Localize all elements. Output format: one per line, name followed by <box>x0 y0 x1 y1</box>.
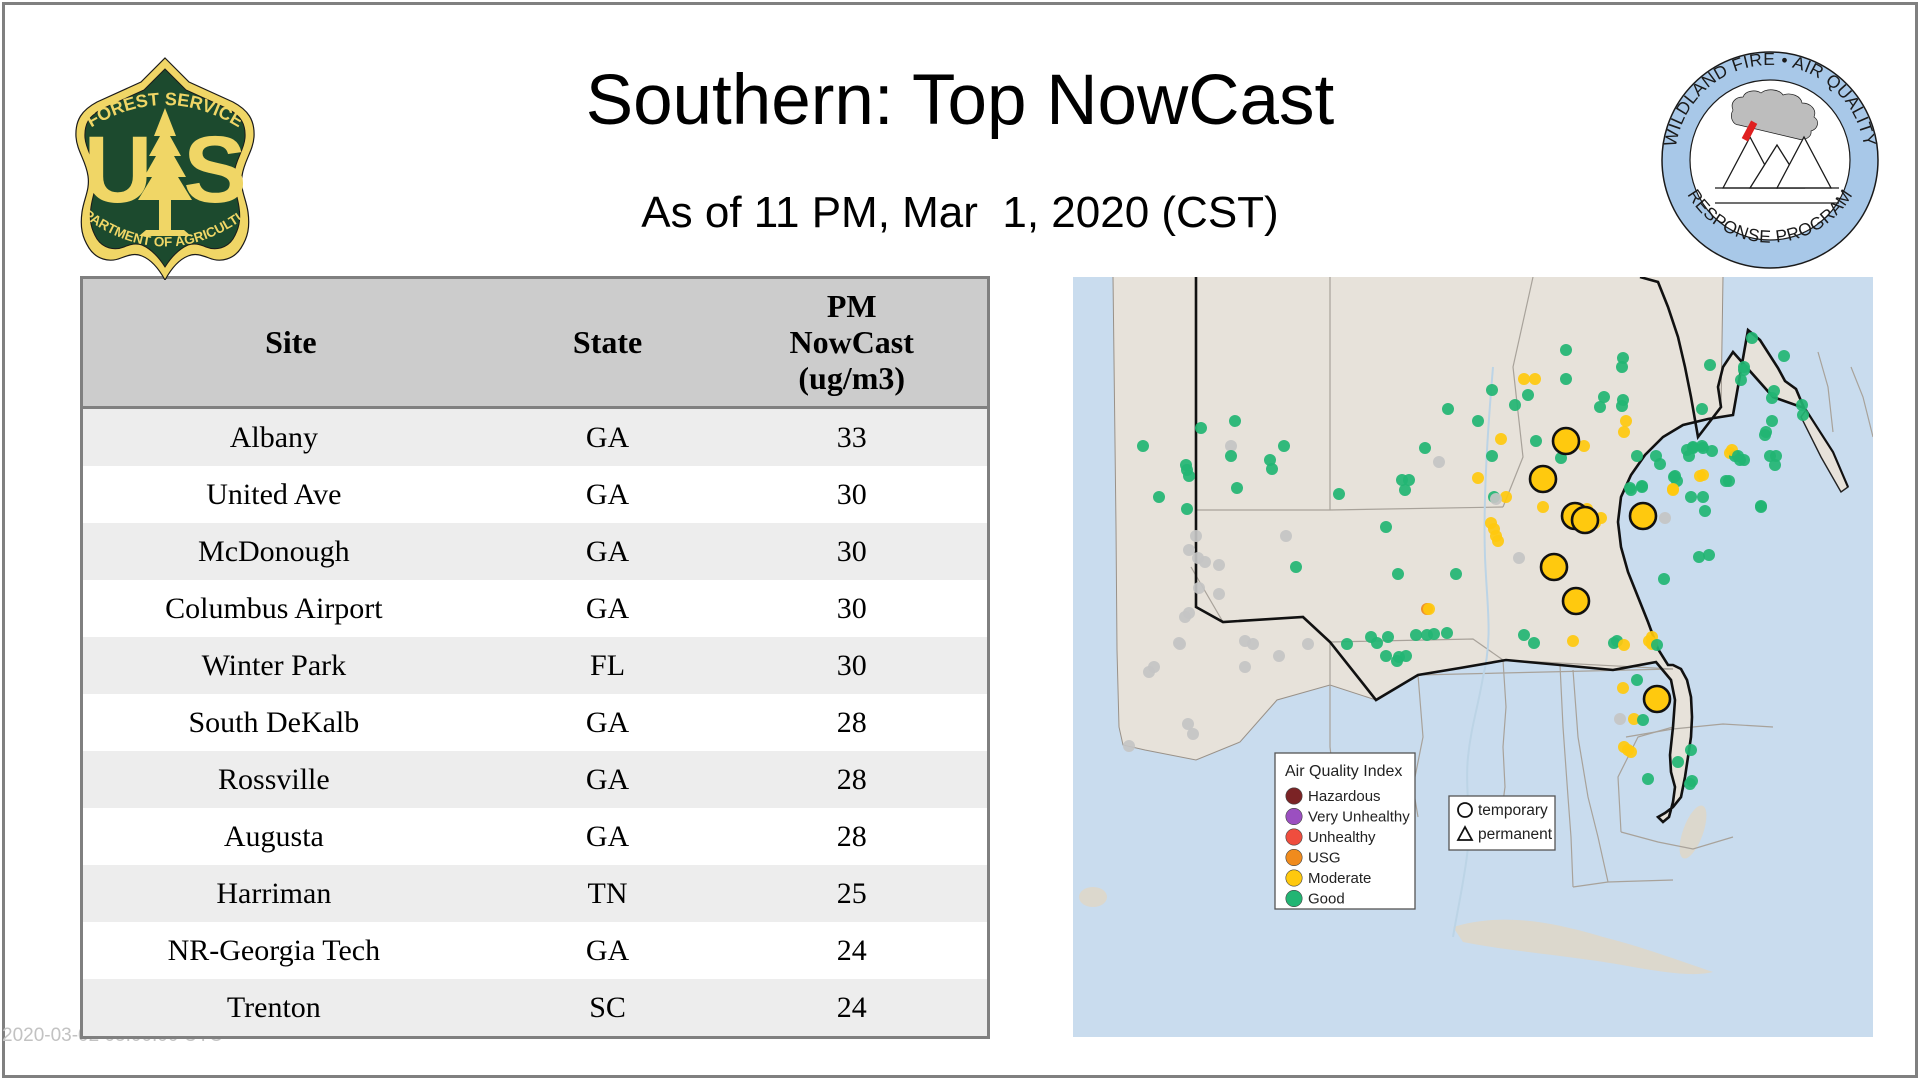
svg-text:USG: USG <box>1308 850 1341 867</box>
svg-text:U: U <box>84 117 153 223</box>
svg-text:Air Quality Index: Air Quality Index <box>1285 763 1402 780</box>
svg-text:Good: Good <box>1308 891 1345 908</box>
svg-text:Moderate: Moderate <box>1308 870 1371 887</box>
svg-text:Hazardous: Hazardous <box>1308 788 1381 805</box>
svg-text:permanent: permanent <box>1478 826 1553 843</box>
svg-text:Very Unhealthy: Very Unhealthy <box>1308 809 1410 826</box>
svg-text:S: S <box>183 117 246 223</box>
svg-text:temporary: temporary <box>1478 802 1548 819</box>
svg-text:Unhealthy: Unhealthy <box>1308 829 1376 846</box>
